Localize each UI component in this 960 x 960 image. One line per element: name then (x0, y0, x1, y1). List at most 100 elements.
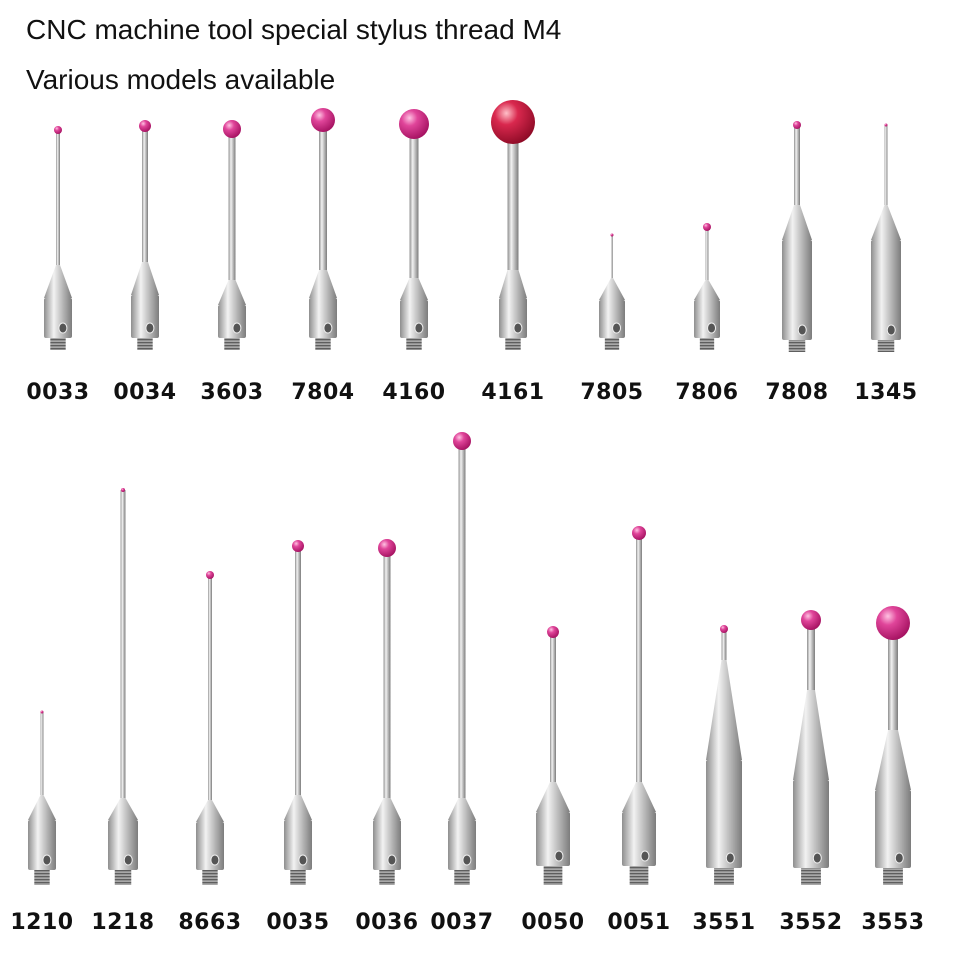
stylus-taper (44, 265, 72, 298)
thread-m4 (224, 338, 240, 350)
stylus-0051 (622, 526, 656, 885)
wrench-hole (640, 850, 650, 862)
model-label: 0036 (355, 910, 419, 935)
page-subtitle: Various models available (26, 64, 336, 95)
stylus-taper (782, 205, 812, 240)
stylus-body (536, 812, 570, 866)
thread-m4 (505, 338, 521, 350)
wrench-hole (298, 854, 308, 866)
stylus-taper (131, 262, 159, 295)
stylus-taper (218, 280, 246, 305)
stylus-body (131, 295, 159, 338)
thread-m4 (50, 338, 66, 350)
stylus-7806 (694, 223, 720, 350)
stylus-body (218, 305, 246, 338)
stylus-1210 (28, 710, 56, 885)
stylus-stem (705, 227, 709, 280)
wrench-hole (145, 322, 155, 334)
stylus-body (44, 298, 72, 338)
model-label: 3552 (779, 910, 843, 935)
stylus-body (622, 812, 656, 866)
stylus-0050 (536, 626, 570, 885)
stylus-stem (550, 632, 556, 782)
stylus-body (599, 300, 625, 338)
stylus-stem (611, 235, 613, 278)
thread-m4 (379, 870, 395, 885)
stylus-body (284, 820, 312, 870)
wrench-hole (210, 854, 220, 866)
stylus-stem (228, 129, 236, 280)
stylus-taper (400, 278, 428, 300)
stylus-stem (40, 712, 44, 795)
ruby-ball (292, 540, 304, 552)
stylus-body (793, 780, 829, 868)
stylus-8663 (196, 571, 224, 885)
model-label: 0035 (266, 910, 330, 935)
stylus-3553 (875, 606, 911, 885)
ruby-ball (801, 610, 821, 630)
thread-m4 (406, 338, 422, 350)
stylus-stem (383, 548, 391, 798)
stylus-taper (793, 690, 829, 780)
stylus-7804 (309, 108, 337, 350)
stylus-taper (694, 280, 720, 300)
stylus-4160 (399, 109, 429, 350)
stylus-stem (56, 130, 60, 265)
wrench-hole (894, 852, 904, 864)
wrench-hole (513, 322, 523, 334)
model-label: 0033 (26, 380, 90, 405)
ruby-ball (547, 626, 559, 638)
ruby-ball (793, 121, 801, 129)
stylus-body (309, 298, 337, 338)
model-label: 0034 (113, 380, 177, 405)
stylus-3552 (793, 610, 829, 885)
stylus-stem (794, 125, 800, 205)
model-label: 7805 (580, 380, 644, 405)
stylus-7808 (782, 121, 812, 352)
model-label: 8663 (178, 910, 242, 935)
stylus-3603 (218, 120, 246, 350)
model-label: 7808 (765, 380, 829, 405)
stylus-taper (373, 798, 401, 820)
ruby-ball (720, 625, 728, 633)
stylus-0035 (284, 540, 312, 885)
thread-m4 (714, 868, 734, 885)
stylus-taper (448, 798, 476, 820)
stylus-stem (319, 120, 327, 270)
stylus-stem (507, 122, 519, 270)
model-label: 0050 (521, 910, 585, 935)
thread-m4 (34, 870, 50, 885)
wrench-hole (886, 324, 896, 336)
thread-m4 (883, 868, 903, 885)
stylus-0037 (448, 432, 476, 885)
ruby-ball (491, 100, 535, 144)
stylus-taper (706, 660, 742, 760)
ruby-ball (610, 233, 614, 237)
stylus-stem (295, 546, 301, 795)
ruby-ball (703, 223, 711, 231)
model-label: 4161 (481, 380, 545, 405)
wrench-hole (232, 322, 242, 334)
model-label: 1210 (10, 910, 74, 935)
stylus-taper (309, 270, 337, 298)
wrench-hole (612, 322, 622, 334)
model-label: 1218 (91, 910, 155, 935)
model-label: 1345 (854, 380, 918, 405)
stylus-0034 (131, 120, 159, 350)
thread-m4 (699, 338, 715, 350)
stylus-0036 (373, 539, 401, 885)
model-label: 3603 (200, 380, 264, 405)
stylus-body (706, 760, 742, 868)
stylus-stem (142, 126, 148, 262)
stylus-stem (120, 490, 126, 798)
stylus-body (499, 298, 527, 338)
stylus-taper (284, 795, 312, 820)
model-label: 3553 (861, 910, 925, 935)
stylus-body (875, 790, 911, 868)
wrench-hole (123, 854, 133, 866)
stylus-stem (636, 533, 642, 782)
stylus-stem (888, 623, 898, 730)
stylus-body (782, 240, 812, 340)
thread-m4 (137, 338, 153, 350)
